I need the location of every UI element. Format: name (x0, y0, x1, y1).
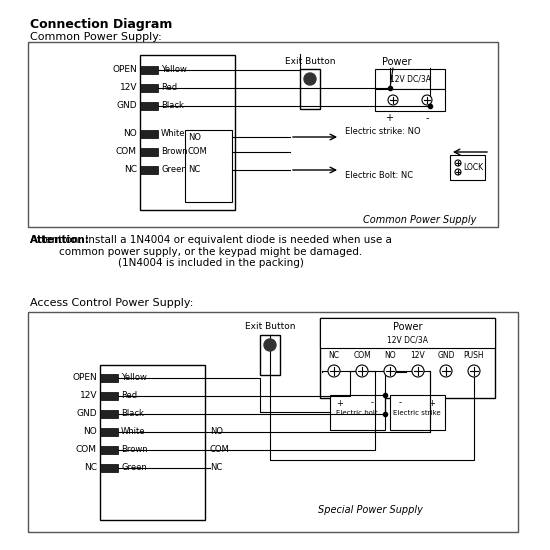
Circle shape (468, 365, 480, 377)
Text: PUSH: PUSH (464, 351, 485, 360)
Text: GND: GND (76, 410, 97, 419)
Bar (300, 69, 320, 109)
Text: Red: Red (121, 392, 137, 400)
Text: GND: GND (437, 351, 455, 360)
Bar (100, 428, 118, 436)
Circle shape (304, 73, 316, 85)
Text: GND: GND (117, 102, 137, 111)
Text: NC: NC (124, 166, 137, 174)
Text: Electric Bolt: NC: Electric Bolt: NC (345, 170, 413, 179)
Text: Electric strike: Electric strike (393, 410, 441, 416)
Text: NC: NC (328, 351, 339, 360)
Text: Common Power Supply: Common Power Supply (364, 215, 477, 225)
Text: NO: NO (210, 427, 223, 437)
Circle shape (328, 365, 340, 377)
Text: 12V DC/3A: 12V DC/3A (387, 336, 428, 344)
Text: Green: Green (121, 464, 147, 472)
Bar (100, 464, 118, 472)
Text: COM: COM (210, 446, 230, 454)
Text: Exit Button: Exit Button (245, 322, 295, 331)
Text: NC: NC (84, 464, 97, 472)
Circle shape (440, 365, 452, 377)
Text: +: + (428, 399, 436, 408)
Text: 12V: 12V (80, 392, 97, 400)
Circle shape (388, 95, 398, 105)
Circle shape (356, 365, 368, 377)
Text: -: - (399, 399, 402, 408)
Text: Electric strike: NO: Electric strike: NO (345, 128, 421, 136)
Text: Exit Button: Exit Button (285, 57, 336, 66)
Bar (375, 89, 445, 111)
Circle shape (455, 160, 461, 166)
Text: OPEN: OPEN (112, 65, 137, 74)
Bar (140, 66, 158, 74)
Text: Power: Power (382, 57, 412, 67)
Bar (140, 166, 158, 174)
Bar (100, 365, 205, 520)
Bar (330, 395, 385, 430)
Text: LOCK: LOCK (463, 162, 483, 172)
Bar (140, 102, 158, 110)
Text: Connection Diagram: Connection Diagram (30, 18, 172, 31)
Circle shape (422, 95, 432, 105)
Text: COM: COM (116, 147, 137, 157)
Bar (140, 130, 158, 138)
Text: 12V: 12V (119, 84, 137, 92)
Bar (100, 410, 118, 418)
Text: Special Power Supply: Special Power Supply (317, 505, 422, 515)
Text: Green: Green (161, 166, 187, 174)
Text: Access Control Power Supply:: Access Control Power Supply: (30, 298, 194, 308)
Text: Power: Power (393, 322, 422, 332)
Text: OPEN: OPEN (72, 373, 97, 382)
Bar (100, 392, 118, 400)
Text: Brown: Brown (161, 147, 188, 157)
Text: Attention: Install a 1N4004 or equivalent diode is needed when use a
common powe: Attention: Install a 1N4004 or equivalen… (30, 235, 392, 268)
Text: Yellow: Yellow (121, 373, 147, 382)
Text: NC: NC (188, 166, 200, 174)
Text: Brown: Brown (121, 446, 147, 454)
Text: 12V DC/3A: 12V DC/3A (389, 74, 431, 84)
Circle shape (455, 169, 461, 175)
Bar (28, 312, 518, 532)
Bar (450, 155, 485, 180)
Text: -: - (371, 399, 373, 408)
Circle shape (412, 365, 424, 377)
Text: NO: NO (188, 133, 201, 141)
Text: Common Power Supply:: Common Power Supply: (30, 32, 162, 42)
Text: Black: Black (161, 102, 184, 111)
Text: White: White (161, 129, 185, 139)
Text: 12V: 12V (411, 351, 425, 360)
Text: COM: COM (188, 147, 208, 157)
Text: White: White (121, 427, 146, 437)
Bar (140, 84, 158, 92)
Text: Yellow: Yellow (161, 65, 187, 74)
Text: Attention:: Attention: (30, 235, 90, 245)
Text: -: - (425, 113, 429, 123)
Bar (100, 374, 118, 382)
Bar (140, 148, 158, 156)
Text: Black: Black (121, 410, 144, 419)
Text: COM: COM (76, 446, 97, 454)
Text: NC: NC (210, 464, 222, 472)
Bar (320, 318, 495, 348)
Text: Red: Red (161, 84, 177, 92)
Text: +: + (385, 113, 393, 123)
Bar (28, 42, 498, 227)
Bar (185, 130, 232, 202)
Text: COM: COM (353, 351, 371, 360)
Bar (100, 446, 118, 454)
Text: +: + (337, 399, 343, 408)
Text: NO: NO (384, 351, 396, 360)
Text: Electric bolt: Electric bolt (336, 410, 378, 416)
Bar (375, 69, 445, 89)
Circle shape (384, 365, 396, 377)
Bar (260, 335, 280, 375)
Circle shape (264, 339, 276, 351)
Text: NO: NO (123, 129, 137, 139)
Bar (390, 395, 445, 430)
Bar (140, 55, 235, 210)
Text: NO: NO (83, 427, 97, 437)
Bar (320, 318, 495, 398)
